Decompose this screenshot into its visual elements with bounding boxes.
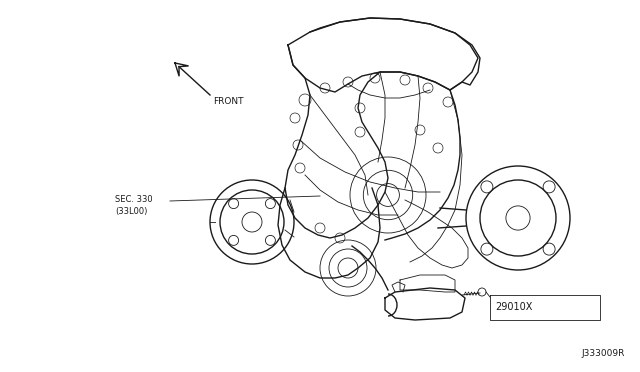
Text: SEC. 330: SEC. 330 — [115, 195, 152, 204]
Text: 29010X: 29010X — [495, 302, 532, 312]
Text: (33L00): (33L00) — [115, 207, 147, 216]
Text: J333009R: J333009R — [582, 349, 625, 358]
Text: FRONT: FRONT — [213, 97, 243, 106]
